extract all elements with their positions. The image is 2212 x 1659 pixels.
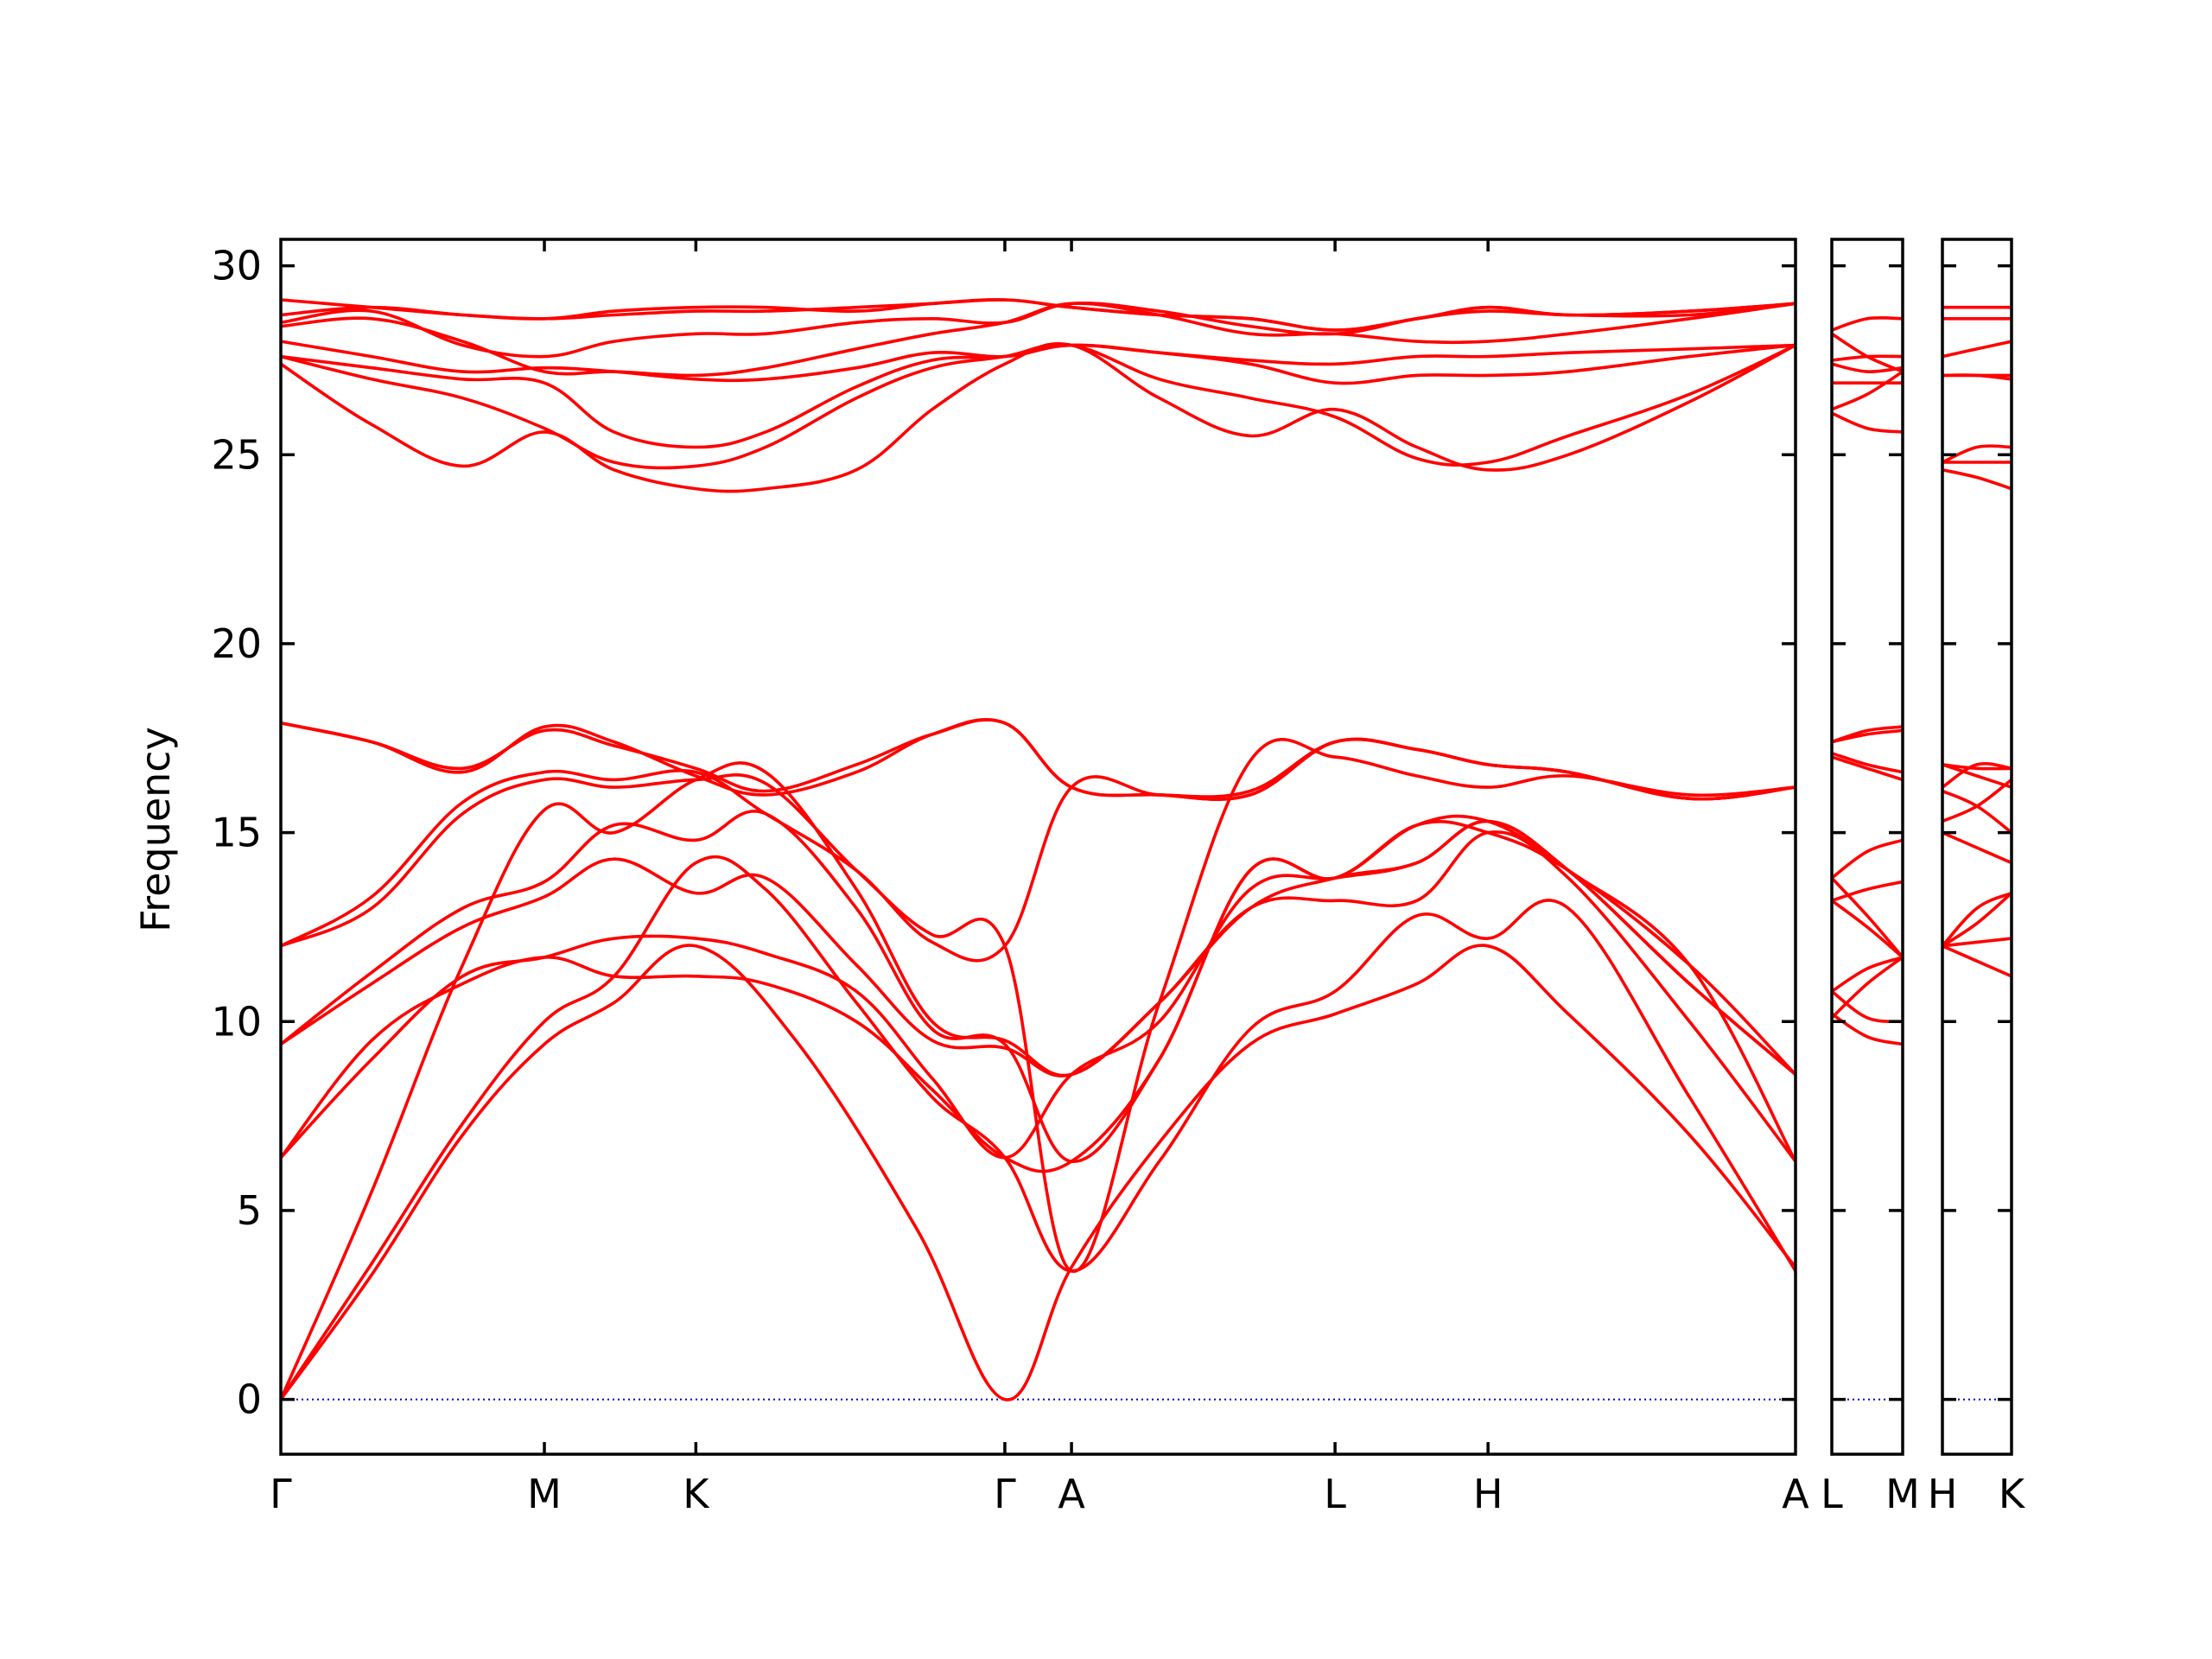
band-lm-5 [1832,899,1903,959]
band-optical-a [281,761,1796,1402]
panel-frame [1830,238,1904,1456]
y-tick-label: 15 [211,810,262,856]
y-tick-label: 0 [237,1376,262,1423]
y-axis-title: Frequency [132,727,179,932]
y-tick-label: 5 [237,1187,262,1234]
band-lm-6 [1832,876,1903,959]
panel-frame [1941,238,2013,1456]
band-lm-18 [1832,332,1903,373]
band-lm-19 [1832,315,1903,332]
bands-group [1942,305,2012,1401]
x-tick-label: K [683,1471,710,1517]
x-tick-label: A [1058,1471,1085,1517]
band-hk-6 [1942,778,2012,823]
x-tick-label: Γ [994,1471,1016,1517]
band-lm-11 [1832,728,1903,744]
x-tick-label: H [1928,1471,1958,1517]
band-lm-3 [1832,956,1903,1020]
x-tick-label: A [1782,1471,1809,1517]
band-hk-15 [1942,373,2012,381]
band-optical-c [281,820,1796,1173]
band-high-4 [281,340,1796,383]
y-tick-label: 10 [211,998,262,1045]
band-hk-13 [1942,444,2012,464]
band-lm-9 [1832,755,1903,782]
band-lm-13 [1832,411,1903,434]
x-tick-label: H [1473,1471,1503,1517]
x-tick-label: L [1821,1471,1843,1517]
x-tick-label: L [1324,1471,1346,1517]
band-high-1 [281,341,1796,493]
band-hk-2 [1942,937,2012,948]
band-high-2 [281,342,1796,470]
band-hk-11 [1942,468,2012,491]
band-hk-8 [1942,761,2012,789]
x-tick-label: M [527,1471,562,1517]
y-tick-label: 25 [211,431,262,478]
x-tick-label: K [1999,1471,2026,1517]
band-acoustic-2 [281,855,1796,1402]
bands-group [281,298,1796,1402]
x-tick-label: Γ [270,1471,292,1517]
x-tick-label: M [1885,1471,1920,1517]
band-hk-5 [1942,830,2012,865]
band-lm-7 [1832,880,1903,903]
band-hk-4 [1942,891,2012,948]
band-hk-3 [1942,891,2012,948]
band-lm-14 [1832,370,1903,411]
y-tick-label: 20 [211,620,262,667]
band-optical-f [281,738,1796,1273]
band-acoustic-1 [281,944,1796,1402]
band-hk-7 [1942,789,2012,835]
y-tick-labels: 0 5 10 15 20 25 30 [211,243,262,1423]
band-high-6 [281,302,1796,359]
y-tick-label: 30 [211,243,262,289]
band-lm-8 [1832,838,1903,880]
band-lm-12 [1832,725,1903,744]
band-lm-10 [1832,752,1903,774]
band-lm-1 [1832,1012,1903,1046]
band-hk-16 [1942,340,2012,359]
band-optical-i [281,718,1796,801]
bands-group [1832,315,1903,1401]
band-high-8 [281,298,1796,332]
panel-frame [279,238,1797,1456]
band-hk-1 [1942,944,2012,978]
band-lm-4 [1832,956,1903,994]
band-hk-10 [1942,763,2012,771]
